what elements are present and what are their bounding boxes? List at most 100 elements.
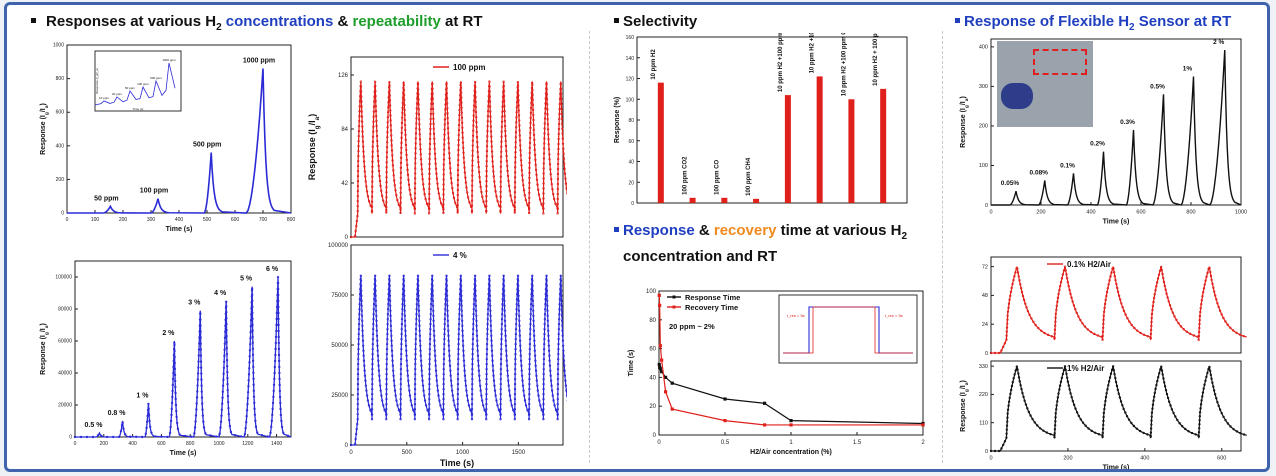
data-marker [419, 359, 423, 362]
data-marker [433, 339, 436, 342]
data-marker [457, 332, 460, 336]
data-marker [556, 372, 560, 376]
data-marker [512, 204, 515, 207]
data-marker [278, 371, 281, 375]
data-marker [445, 102, 449, 105]
data-marker [429, 117, 432, 121]
data-marker [543, 122, 547, 125]
data-marker [357, 129, 361, 133]
x-tick-label: 400 [175, 217, 184, 223]
data-marker [251, 353, 255, 357]
data-marker [1065, 273, 1068, 276]
data-marker [176, 427, 180, 431]
data-marker [1152, 399, 1155, 402]
data-marker [543, 332, 546, 336]
inset-peak-label: 50 ppm [125, 86, 136, 90]
data-marker [560, 102, 563, 105]
data-marker [428, 372, 431, 376]
data-marker [276, 281, 280, 285]
data-marker [1178, 422, 1181, 425]
data-marker [354, 229, 357, 233]
data-marker [471, 159, 474, 162]
data-marker [492, 170, 495, 173]
data-marker [401, 302, 404, 306]
data-marker [1232, 329, 1235, 332]
data-marker [514, 136, 518, 139]
data-marker [515, 121, 518, 124]
data-marker [371, 377, 374, 381]
data-marker [403, 98, 406, 102]
data-marker [502, 80, 505, 84]
data-marker [533, 153, 537, 157]
data-marker [394, 189, 397, 192]
data-marker [488, 105, 492, 108]
data-marker [556, 397, 560, 401]
data-marker [1198, 419, 1201, 422]
data-marker [500, 140, 503, 143]
data-marker [514, 337, 517, 341]
data-marker [400, 116, 404, 120]
data-marker [470, 397, 474, 401]
section-divider [942, 31, 943, 463]
data-marker [419, 143, 422, 146]
data-marker [505, 364, 509, 367]
data-marker [442, 178, 445, 181]
data-marker [356, 402, 360, 406]
data-marker [478, 175, 481, 179]
data-marker [1130, 421, 1133, 425]
data-marker [542, 202, 545, 205]
data-marker [199, 336, 202, 339]
x-tick-label: 400 [128, 441, 137, 447]
data-marker [490, 150, 494, 153]
data-marker [194, 414, 198, 417]
data-marker [485, 180, 488, 183]
data-marker [521, 384, 525, 387]
data-marker [526, 408, 529, 412]
data-marker [1019, 286, 1023, 290]
data-marker [357, 327, 361, 331]
data-marker [421, 173, 424, 176]
data-marker [455, 206, 459, 209]
data-marker [378, 379, 381, 382]
data-marker [356, 387, 360, 391]
data-marker [371, 362, 374, 366]
data-marker [399, 156, 403, 160]
data-marker [252, 371, 255, 375]
data-marker [556, 177, 560, 181]
data-marker [1066, 281, 1070, 284]
data-marker [1200, 302, 1203, 306]
data-marker [542, 387, 545, 391]
data-marker [248, 361, 251, 364]
data-marker [471, 362, 474, 366]
data-marker [1150, 423, 1153, 426]
data-marker [1114, 278, 1117, 282]
data-marker [504, 339, 507, 342]
y-axis-label: Response (Ig/Ia) [40, 103, 50, 155]
data-marker [528, 151, 531, 155]
data-marker [1212, 290, 1216, 293]
data-marker [269, 431, 272, 434]
data-marker [556, 207, 559, 211]
data-marker [223, 354, 226, 357]
data-marker [445, 83, 448, 86]
data-marker [85, 435, 89, 439]
data-marker [518, 134, 521, 137]
data-marker [557, 342, 560, 346]
data-marker [1101, 338, 1104, 342]
data-marker [442, 382, 445, 386]
data-marker [522, 389, 525, 392]
data-marker [456, 163, 460, 167]
data-marker [531, 274, 534, 277]
data-marker [493, 180, 496, 183]
data-marker [543, 307, 547, 311]
data-marker [456, 183, 460, 187]
data-marker [357, 342, 360, 346]
data-marker [399, 161, 403, 165]
data-marker [545, 299, 549, 302]
x-tick-label: 1000 [213, 441, 224, 447]
data-marker [470, 199, 474, 202]
data-marker [516, 274, 520, 277]
data-marker [431, 92, 434, 96]
data-marker [457, 128, 461, 132]
